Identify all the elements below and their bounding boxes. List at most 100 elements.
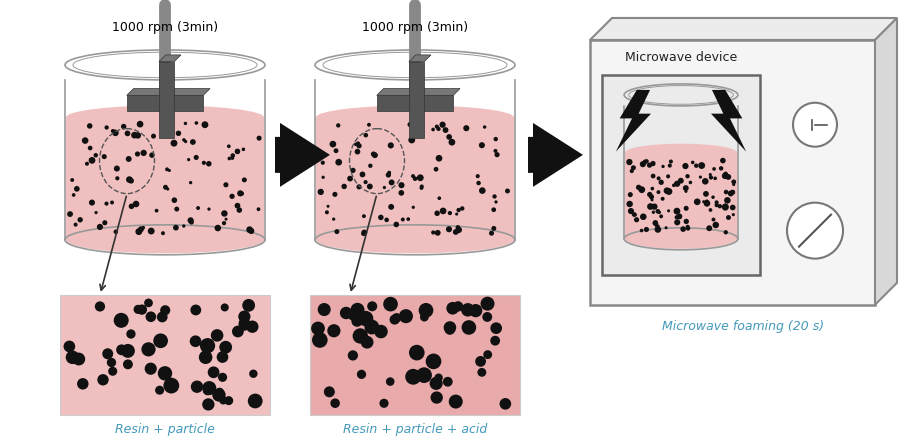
Circle shape [70, 178, 74, 182]
Polygon shape [875, 18, 897, 305]
Ellipse shape [625, 144, 737, 161]
Circle shape [134, 152, 140, 156]
Circle shape [115, 176, 120, 180]
Circle shape [183, 122, 187, 125]
Circle shape [729, 205, 736, 210]
Circle shape [327, 205, 330, 208]
Circle shape [191, 304, 201, 315]
Circle shape [435, 374, 443, 382]
Circle shape [694, 198, 701, 205]
Circle shape [715, 203, 718, 207]
Circle shape [711, 195, 715, 199]
Circle shape [401, 218, 405, 222]
Circle shape [257, 136, 262, 141]
Circle shape [668, 163, 671, 168]
Circle shape [146, 311, 157, 322]
Circle shape [449, 395, 462, 409]
Circle shape [643, 159, 647, 164]
Circle shape [489, 231, 494, 236]
Circle shape [472, 306, 481, 316]
Polygon shape [590, 18, 897, 40]
Circle shape [362, 214, 366, 218]
Circle shape [681, 226, 686, 232]
Circle shape [389, 180, 394, 185]
Circle shape [128, 178, 134, 184]
Circle shape [134, 305, 143, 314]
Circle shape [144, 299, 153, 307]
Polygon shape [159, 62, 174, 138]
Circle shape [102, 220, 108, 225]
Circle shape [652, 220, 659, 226]
Circle shape [674, 180, 681, 187]
Circle shape [246, 226, 253, 233]
Circle shape [387, 171, 391, 175]
Polygon shape [616, 90, 651, 152]
Circle shape [200, 338, 216, 353]
Circle shape [644, 227, 649, 232]
Circle shape [348, 350, 358, 360]
Circle shape [492, 226, 496, 231]
Circle shape [116, 344, 127, 355]
Circle shape [239, 319, 251, 331]
Circle shape [330, 141, 336, 148]
Circle shape [357, 330, 367, 339]
Circle shape [193, 155, 199, 160]
Circle shape [97, 224, 103, 230]
Circle shape [694, 163, 698, 168]
Circle shape [435, 230, 440, 236]
Circle shape [95, 211, 98, 214]
Circle shape [461, 303, 474, 317]
Circle shape [691, 161, 694, 164]
Circle shape [490, 322, 502, 334]
Circle shape [647, 203, 654, 210]
Circle shape [64, 341, 76, 352]
Circle shape [666, 188, 672, 195]
Circle shape [505, 188, 510, 194]
Circle shape [136, 121, 144, 127]
Circle shape [364, 133, 368, 138]
Circle shape [483, 125, 486, 129]
Circle shape [356, 141, 360, 146]
Circle shape [705, 199, 709, 204]
Polygon shape [316, 117, 514, 240]
Circle shape [674, 219, 681, 226]
Polygon shape [377, 95, 453, 111]
Circle shape [149, 152, 155, 158]
Circle shape [215, 225, 221, 231]
Bar [310, 295, 520, 415]
Circle shape [216, 351, 228, 363]
Circle shape [494, 149, 497, 153]
Circle shape [699, 176, 702, 179]
Polygon shape [275, 123, 330, 187]
Circle shape [448, 211, 452, 215]
Circle shape [640, 213, 647, 220]
Circle shape [475, 174, 480, 178]
Circle shape [481, 297, 495, 311]
Circle shape [412, 206, 414, 209]
Circle shape [722, 204, 729, 211]
Circle shape [453, 229, 459, 235]
Circle shape [67, 211, 73, 217]
Circle shape [419, 303, 434, 318]
Circle shape [203, 398, 215, 410]
Circle shape [155, 386, 164, 395]
Circle shape [684, 190, 687, 193]
Ellipse shape [66, 226, 264, 253]
Circle shape [626, 201, 633, 207]
Circle shape [494, 137, 498, 141]
Circle shape [202, 121, 208, 128]
Circle shape [257, 207, 261, 211]
Circle shape [321, 176, 325, 179]
Circle shape [348, 311, 358, 321]
Circle shape [443, 377, 452, 387]
Circle shape [142, 342, 156, 357]
Circle shape [386, 377, 394, 386]
Circle shape [216, 388, 224, 396]
Circle shape [384, 218, 389, 222]
Circle shape [653, 221, 658, 226]
Circle shape [495, 200, 497, 204]
Circle shape [446, 226, 452, 232]
Circle shape [426, 353, 441, 369]
Circle shape [665, 226, 668, 230]
Circle shape [724, 230, 728, 234]
